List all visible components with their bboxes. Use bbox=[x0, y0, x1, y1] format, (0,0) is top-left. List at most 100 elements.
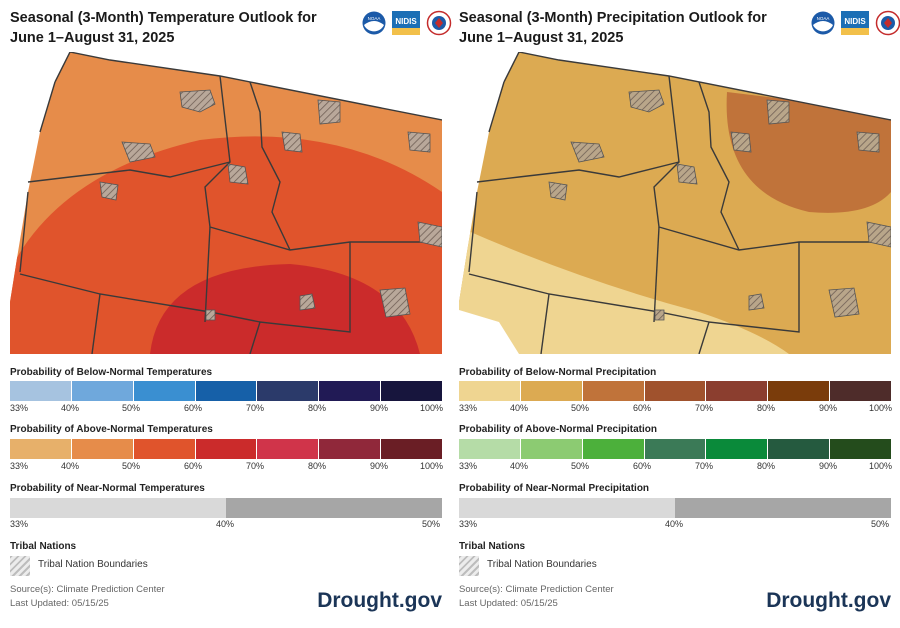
scale-segment bbox=[459, 498, 675, 518]
tick-label: 100% bbox=[420, 461, 444, 471]
tick-label: 100% bbox=[869, 403, 893, 413]
temperature-60-zone bbox=[150, 264, 420, 354]
scale-segment bbox=[459, 439, 521, 459]
source-line: Source(s): Climate Prediction Center bbox=[10, 584, 165, 595]
scale-segment bbox=[71, 439, 134, 459]
scale-segment bbox=[706, 439, 769, 459]
near-normal-precip-ticks: 33% 40% 50% bbox=[459, 519, 891, 531]
last-updated: Last Updated: 05/15/25 bbox=[459, 598, 558, 609]
scale-segment bbox=[381, 381, 443, 401]
agency-logos: NOAA NIDIS bbox=[362, 10, 452, 36]
above-normal-temp-ticks: 33% 40% 50% 60% 70% 80% 90% 100% bbox=[10, 461, 444, 473]
tick-label: 80% bbox=[308, 403, 327, 413]
tribal-nations-heading: Tribal Nations bbox=[459, 541, 526, 552]
tick-label: 60% bbox=[184, 461, 203, 471]
above-normal-precip-label: Probability of Above-Normal Precipitatio… bbox=[459, 424, 657, 435]
noaa-logo-icon: NOAA bbox=[362, 11, 386, 35]
svg-text:NOAA: NOAA bbox=[368, 16, 381, 21]
source-info: Source(s): Climate Prediction Center Las… bbox=[459, 583, 614, 611]
tick-label: 70% bbox=[695, 461, 714, 471]
tick-label: 100% bbox=[420, 403, 444, 413]
above-normal-precip-ticks: 33% 40% 50% 60% 70% 80% 90% 100% bbox=[459, 461, 893, 473]
source-line: Source(s): Climate Prediction Center bbox=[459, 584, 614, 595]
scale-segment bbox=[226, 498, 442, 518]
tribal-areas bbox=[99, 89, 442, 321]
tick-label: 50% bbox=[871, 519, 890, 529]
tick-label: 33% bbox=[10, 403, 29, 413]
tick-label: 40% bbox=[510, 403, 529, 413]
tribal-boundary-swatch bbox=[459, 556, 479, 576]
tick-label: 70% bbox=[246, 403, 265, 413]
scale-segment bbox=[830, 381, 892, 401]
svg-text:NOAA: NOAA bbox=[817, 16, 830, 21]
tick-label: 40% bbox=[510, 461, 529, 471]
svg-text:NIDIS: NIDIS bbox=[395, 17, 417, 26]
scale-segment bbox=[10, 498, 226, 518]
tick-label: 100% bbox=[869, 461, 893, 471]
tick-label: 40% bbox=[61, 403, 80, 413]
near-normal-temp-scale bbox=[10, 498, 442, 518]
scale-segment bbox=[520, 381, 583, 401]
scale-segment bbox=[830, 439, 892, 459]
precipitation-near-normal-zone bbox=[459, 227, 789, 354]
coastal-cutout bbox=[459, 310, 519, 354]
scale-segment bbox=[520, 439, 583, 459]
below-normal-temp-label: Probability of Below-Normal Temperatures bbox=[10, 367, 213, 378]
tick-label: 90% bbox=[819, 403, 838, 413]
below-normal-temp-scale bbox=[10, 381, 443, 401]
scale-segment bbox=[133, 439, 196, 459]
below-normal-precip-ticks: 33% 40% 50% 60% 70% 80% 90% 100% bbox=[459, 403, 893, 415]
above-normal-temp-label: Probability of Above-Normal Temperatures bbox=[10, 424, 213, 435]
scale-segment bbox=[644, 439, 707, 459]
tick-label: 90% bbox=[370, 403, 389, 413]
scale-segment bbox=[582, 439, 645, 459]
temperature-outlook-map bbox=[10, 52, 442, 354]
scale-segment bbox=[644, 381, 707, 401]
tribal-boundary-swatch bbox=[10, 556, 30, 576]
scale-segment bbox=[319, 381, 382, 401]
scale-segment bbox=[706, 381, 769, 401]
tick-label: 50% bbox=[571, 461, 590, 471]
scale-segment bbox=[71, 381, 134, 401]
tick-label: 33% bbox=[459, 519, 478, 529]
scale-segment bbox=[675, 498, 891, 518]
tribal-boundary-label: Tribal Nation Boundaries bbox=[38, 559, 148, 570]
near-normal-temp-ticks: 33% 40% 50% bbox=[10, 519, 442, 531]
tick-label: 70% bbox=[695, 403, 714, 413]
tribal-nations-heading: Tribal Nations bbox=[10, 541, 77, 552]
temperature-panel: Seasonal (3-Month) Temperature Outlook f… bbox=[10, 0, 452, 628]
state-boundaries bbox=[468, 52, 891, 354]
scale-segment bbox=[768, 439, 831, 459]
last-updated: Last Updated: 05/15/25 bbox=[10, 598, 109, 609]
near-normal-precip-label: Probability of Near-Normal Precipitation bbox=[459, 483, 650, 494]
drought-gov-brand: Drought.gov bbox=[766, 589, 891, 612]
scale-segment bbox=[768, 381, 831, 401]
noaa-logo-icon: NOAA bbox=[811, 11, 835, 35]
tick-label: 80% bbox=[757, 461, 776, 471]
tick-label: 40% bbox=[665, 519, 684, 529]
tick-label: 33% bbox=[10, 519, 29, 529]
tick-label: 60% bbox=[633, 403, 652, 413]
scale-segment bbox=[257, 381, 320, 401]
scale-segment bbox=[257, 439, 320, 459]
below-normal-precip-scale bbox=[459, 381, 892, 401]
tick-label: 50% bbox=[122, 403, 141, 413]
tick-label: 40% bbox=[61, 461, 80, 471]
tick-label: 80% bbox=[308, 461, 327, 471]
tick-label: 60% bbox=[633, 461, 652, 471]
scale-segment bbox=[10, 439, 72, 459]
nws-logo-icon bbox=[875, 10, 900, 36]
scale-segment bbox=[459, 381, 521, 401]
tick-label: 60% bbox=[184, 403, 203, 413]
scale-segment bbox=[10, 381, 72, 401]
source-info: Source(s): Climate Prediction Center Las… bbox=[10, 583, 165, 611]
scale-segment bbox=[133, 381, 196, 401]
precipitation-title: Seasonal (3-Month) Precipitation Outlook… bbox=[459, 10, 767, 46]
precipitation-outlook-map bbox=[459, 52, 891, 354]
scale-segment bbox=[319, 439, 382, 459]
near-normal-precip-scale bbox=[459, 498, 891, 518]
tick-label: 33% bbox=[459, 403, 478, 413]
scale-segment bbox=[381, 439, 443, 459]
below-normal-precip-label: Probability of Below-Normal Precipitatio… bbox=[459, 367, 657, 378]
nws-logo-icon bbox=[426, 10, 452, 36]
